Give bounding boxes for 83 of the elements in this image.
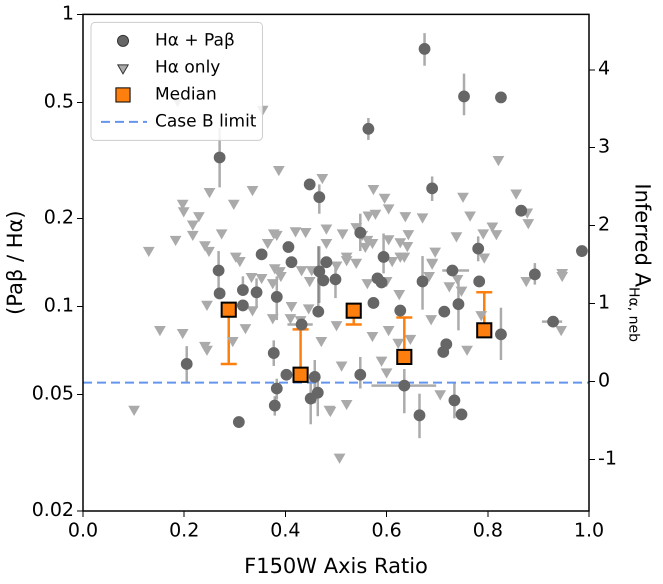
y-tick-label: 0.1 <box>44 294 74 317</box>
point <box>354 226 366 239</box>
point <box>398 380 410 392</box>
y2-tick-label: -1 <box>598 447 617 470</box>
point <box>214 288 226 300</box>
point <box>346 302 362 319</box>
x-tick-label: 0.8 <box>472 519 503 542</box>
point <box>313 266 326 278</box>
x-tick-label: 0.4 <box>270 519 301 542</box>
point <box>362 122 374 135</box>
point <box>282 241 294 253</box>
point <box>220 302 237 318</box>
y2-axis-title: Inferred AHα, neb <box>625 183 655 342</box>
x-tick-label: 0.0 <box>68 519 98 542</box>
point <box>394 304 406 316</box>
point <box>270 382 283 394</box>
legend-label: Median <box>155 84 217 104</box>
point <box>320 256 332 268</box>
point <box>458 90 470 102</box>
point <box>476 322 492 338</box>
point <box>268 347 280 359</box>
point <box>180 358 193 370</box>
point <box>473 276 486 288</box>
point <box>354 368 366 381</box>
point <box>576 245 588 257</box>
point <box>296 318 308 330</box>
point <box>437 346 450 358</box>
point <box>426 182 438 194</box>
y-tick-label: 0.2 <box>44 206 74 229</box>
point <box>416 276 428 288</box>
legend-label: Hα + Paβ <box>155 30 235 50</box>
point <box>515 204 528 217</box>
x-tick-label: 1.0 <box>574 519 604 542</box>
y2-tick-label: 2 <box>598 214 610 236</box>
point <box>438 306 450 318</box>
point <box>232 416 245 428</box>
y-tick-label: 0.02 <box>32 498 74 521</box>
point <box>472 242 484 255</box>
point <box>236 284 249 296</box>
point <box>495 92 507 104</box>
y2-tick-label: 4 <box>598 58 610 80</box>
point <box>547 316 559 328</box>
point <box>270 291 283 303</box>
point <box>378 251 390 263</box>
point <box>414 409 426 422</box>
x-tick-label: 0.6 <box>371 519 402 542</box>
point <box>236 300 249 312</box>
point <box>256 248 268 260</box>
y-tick-label: 0.05 <box>32 382 74 405</box>
point <box>268 400 281 412</box>
point <box>308 371 321 383</box>
x-tick-label: 0.2 <box>169 519 200 542</box>
point <box>446 264 458 276</box>
y2-tick-label: 0 <box>598 370 610 392</box>
point <box>376 276 388 288</box>
point <box>304 178 316 190</box>
point <box>312 306 324 318</box>
point <box>250 286 262 298</box>
point <box>528 268 541 280</box>
point <box>313 191 326 204</box>
point <box>330 273 342 286</box>
point <box>214 152 226 164</box>
point <box>418 43 430 55</box>
x-axis-title: F150W Axis Ratio <box>244 554 428 578</box>
y2-tick-label: 1 <box>598 292 610 314</box>
point <box>280 368 292 381</box>
point <box>317 274 330 286</box>
y-axis-title: (Paβ / Hα) <box>3 210 28 315</box>
point <box>495 328 507 340</box>
y-tick-label: 1 <box>62 2 74 24</box>
legend-label: Hα only <box>155 57 220 78</box>
point <box>448 394 460 406</box>
point <box>452 298 464 310</box>
point <box>304 392 317 404</box>
point <box>286 256 298 268</box>
point <box>212 264 225 276</box>
point <box>368 297 380 309</box>
point <box>396 348 412 366</box>
legend-label: Case B limit <box>155 111 257 132</box>
point <box>292 366 309 383</box>
y-tick-label: 0.5 <box>44 90 74 112</box>
point <box>456 408 468 420</box>
y2-tick-label: 3 <box>598 136 610 158</box>
